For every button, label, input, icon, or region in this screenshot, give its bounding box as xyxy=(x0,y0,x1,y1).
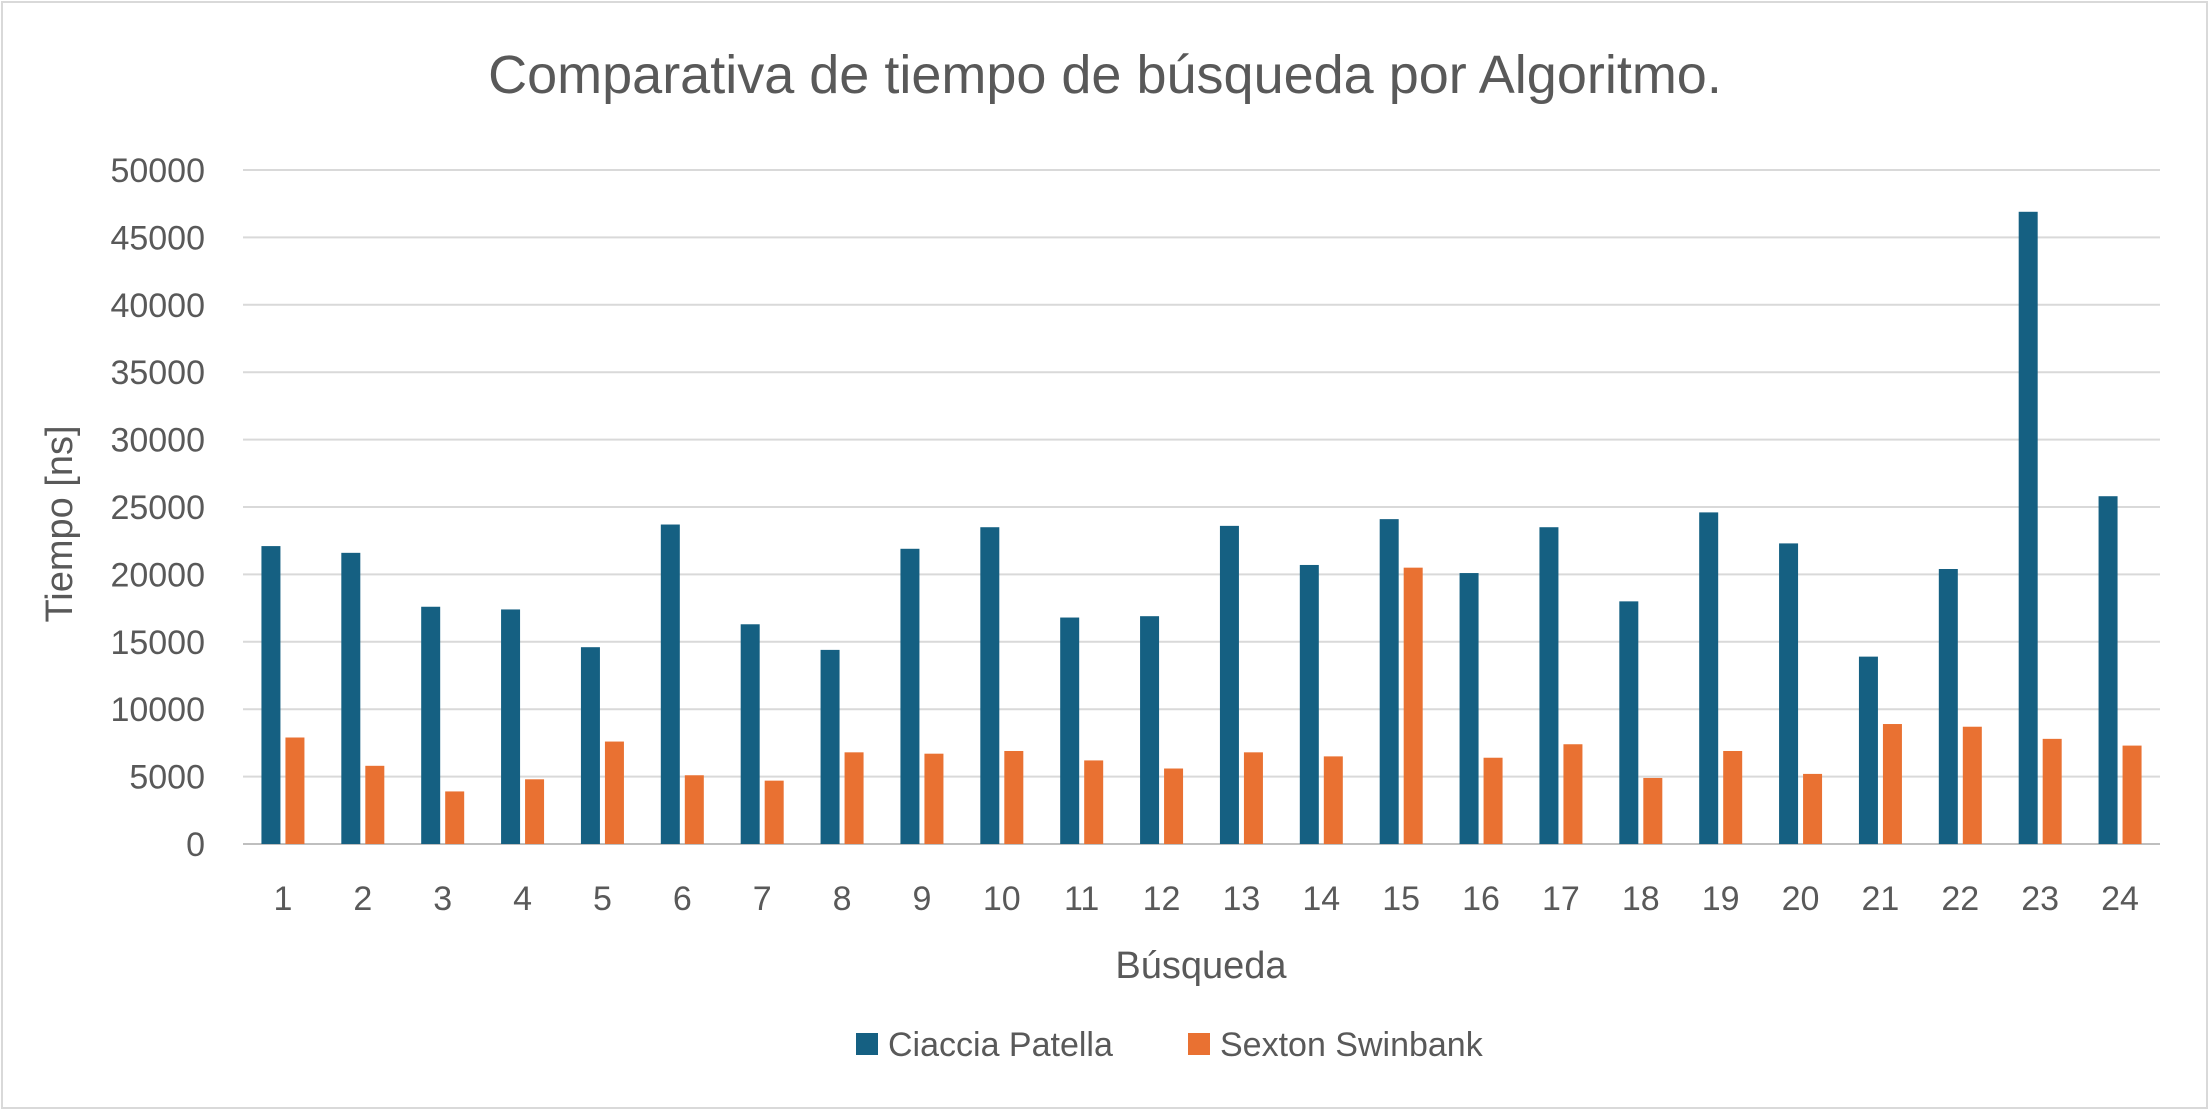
bar-sexton-swinbank-4 xyxy=(525,779,545,844)
bar-sexton-swinbank-12 xyxy=(1164,768,1184,844)
bar-sexton-swinbank-24 xyxy=(2122,745,2142,844)
y-tick-label: 50000 xyxy=(110,152,205,190)
x-tick-label: 13 xyxy=(1223,880,1261,918)
bar-ciaccia-patella-14 xyxy=(1299,564,1319,844)
bar-sexton-swinbank-2 xyxy=(365,765,385,844)
y-tick-label: 30000 xyxy=(110,422,205,460)
bar-sexton-swinbank-3 xyxy=(445,791,465,844)
chart-title: Comparativa de tiempo de búsqueda por Al… xyxy=(488,45,1722,105)
bar-sexton-swinbank-23 xyxy=(2042,738,2062,844)
bar-ciaccia-patella-17 xyxy=(1539,527,1559,844)
x-tick-label: 11 xyxy=(1064,880,1099,918)
bar-sexton-swinbank-14 xyxy=(1323,756,1343,844)
y-axis-ticks: 0 5000 10000 15000 20000 25000 30000 35000 40000… xyxy=(110,152,205,864)
x-tick-label: 6 xyxy=(673,880,692,918)
legend: Ciaccia Patella Sexton Swinbank xyxy=(856,1026,1484,1064)
bar-sexton-swinbank-22 xyxy=(1962,726,1982,844)
x-tick-label: 24 xyxy=(2101,880,2139,918)
x-tick-label: 22 xyxy=(1941,880,1979,918)
x-tick-label: 18 xyxy=(1622,880,1660,918)
x-tick-label: 8 xyxy=(833,880,852,918)
y-tick-label: 10000 xyxy=(110,691,205,729)
bar-ciaccia-patella-4 xyxy=(501,609,521,844)
bar-ciaccia-patella-13 xyxy=(1219,525,1239,844)
bar-sexton-swinbank-5 xyxy=(604,741,624,844)
x-tick-label: 19 xyxy=(1702,880,1740,918)
legend-swatch xyxy=(1188,1033,1210,1055)
y-tick-label: 45000 xyxy=(110,219,205,257)
bar-sexton-swinbank-8 xyxy=(844,752,864,844)
bar-sexton-swinbank-6 xyxy=(684,775,704,844)
bar-sexton-swinbank-21 xyxy=(1882,724,1902,844)
legend-swatch xyxy=(856,1033,878,1055)
bar-ciaccia-patella-21 xyxy=(1858,656,1878,844)
y-axis-title: Tiempo [ns] xyxy=(39,425,81,622)
y-tick-label: 25000 xyxy=(110,489,205,527)
y-tick-label: 0 xyxy=(186,826,205,864)
x-tick-label: 12 xyxy=(1143,880,1181,918)
bar-sexton-swinbank-15 xyxy=(1403,567,1423,844)
bars xyxy=(261,211,2142,845)
bar-sexton-swinbank-16 xyxy=(1483,757,1503,844)
bar-ciaccia-patella-2 xyxy=(341,552,361,844)
x-axis-title: Búsqueda xyxy=(1115,945,1287,987)
x-tick-label: 14 xyxy=(1302,880,1340,918)
bar-ciaccia-patella-7 xyxy=(740,624,760,844)
bar-ciaccia-patella-1 xyxy=(261,546,281,844)
y-tick-label: 35000 xyxy=(110,354,205,392)
x-tick-label: 20 xyxy=(1782,880,1820,918)
x-tick-label: 5 xyxy=(593,880,612,918)
bar-ciaccia-patella-20 xyxy=(1779,543,1799,844)
legend-label: Ciaccia Patella xyxy=(888,1026,1113,1064)
bar-ciaccia-patella-18 xyxy=(1619,601,1639,844)
legend-label: Sexton Swinbank xyxy=(1220,1026,1484,1064)
bar-sexton-swinbank-18 xyxy=(1643,777,1663,844)
bar-sexton-swinbank-10 xyxy=(1004,750,1024,844)
bar-sexton-swinbank-20 xyxy=(1803,773,1823,844)
bar-ciaccia-patella-19 xyxy=(1699,512,1719,844)
x-tick-label: 4 xyxy=(513,880,532,918)
bar-ciaccia-patella-16 xyxy=(1459,573,1479,844)
bar-ciaccia-patella-8 xyxy=(820,649,840,844)
gridlines xyxy=(243,169,2160,845)
y-tick-label: 40000 xyxy=(110,287,205,325)
x-tick-label: 7 xyxy=(753,880,772,918)
bar-sexton-swinbank-1 xyxy=(285,737,305,844)
bar-ciaccia-patella-10 xyxy=(980,527,1000,844)
bar-ciaccia-patella-15 xyxy=(1379,519,1399,844)
bar-ciaccia-patella-5 xyxy=(580,647,600,844)
x-tick-label: 23 xyxy=(2021,880,2059,918)
bar-ciaccia-patella-24 xyxy=(2098,496,2118,844)
x-axis-ticks: 1 2 3 4 5 6 7 8 9 10 11 12 13 14 15 16 17 18 19 20 21 22 23 24 xyxy=(273,880,2139,918)
bar-ciaccia-patella-23 xyxy=(2018,211,2038,845)
x-tick-label: 10 xyxy=(983,880,1021,918)
bar-ciaccia-patella-6 xyxy=(660,524,680,844)
x-tick-label: 21 xyxy=(1862,880,1900,918)
x-tick-label: 1 xyxy=(273,880,292,918)
y-tick-label: 5000 xyxy=(129,759,205,797)
bar-ciaccia-patella-22 xyxy=(1938,569,1958,844)
bar-sexton-swinbank-13 xyxy=(1243,752,1263,844)
y-tick-label: 20000 xyxy=(110,556,205,594)
x-tick-label: 9 xyxy=(912,880,931,918)
x-tick-label: 15 xyxy=(1382,880,1420,918)
bar-ciaccia-patella-9 xyxy=(900,548,920,844)
x-tick-label: 3 xyxy=(433,880,452,918)
x-tick-label: 16 xyxy=(1462,880,1500,918)
x-tick-label: 2 xyxy=(353,880,372,918)
bar-sexton-swinbank-11 xyxy=(1084,760,1104,844)
bar-sexton-swinbank-19 xyxy=(1723,750,1743,844)
bar-ciaccia-patella-3 xyxy=(421,606,441,844)
bar-ciaccia-patella-12 xyxy=(1140,616,1160,844)
bar-sexton-swinbank-9 xyxy=(924,753,944,844)
bar-sexton-swinbank-7 xyxy=(764,780,784,844)
x-tick-label: 17 xyxy=(1542,880,1580,918)
bar-ciaccia-patella-11 xyxy=(1060,617,1080,844)
bar-sexton-swinbank-17 xyxy=(1563,744,1583,844)
y-tick-label: 15000 xyxy=(110,624,205,662)
